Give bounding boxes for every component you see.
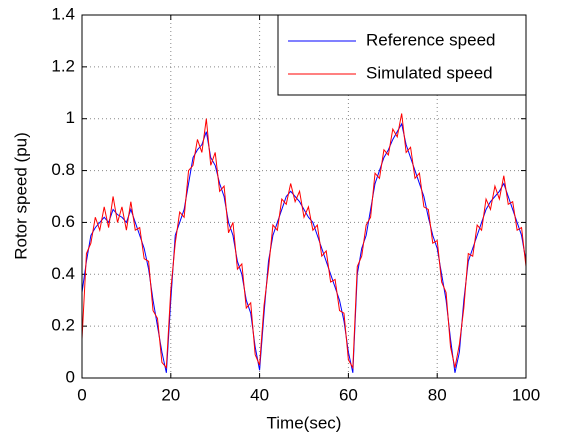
y-tick-label: 0.8 xyxy=(51,160,75,179)
y-tick-label: 0.6 xyxy=(51,212,75,231)
x-tick-label: 100 xyxy=(512,385,540,404)
data-line xyxy=(81,122,527,373)
data-line xyxy=(81,113,527,370)
legend-label: Reference speed xyxy=(366,30,495,49)
y-axis-label: Rotor speed (pu) xyxy=(11,132,30,260)
x-tick-label: 0 xyxy=(77,385,86,404)
y-tick-label: 1 xyxy=(66,108,75,127)
legend-box xyxy=(277,14,527,96)
x-axis-label: Time(sec) xyxy=(267,413,342,432)
legend-label: Simulated speed xyxy=(366,63,493,82)
y-tick-label: 0 xyxy=(66,367,75,386)
y-tick-label: 1.2 xyxy=(51,56,75,75)
y-tick-label: 0.2 xyxy=(51,316,75,335)
x-tick-label: 20 xyxy=(161,385,180,404)
y-tick-label: 0.4 xyxy=(51,264,75,283)
x-tick-label: 80 xyxy=(428,385,447,404)
y-tick-label: 1.4 xyxy=(51,4,75,23)
x-tick-label: 60 xyxy=(339,385,358,404)
x-tick-label: 40 xyxy=(250,385,269,404)
